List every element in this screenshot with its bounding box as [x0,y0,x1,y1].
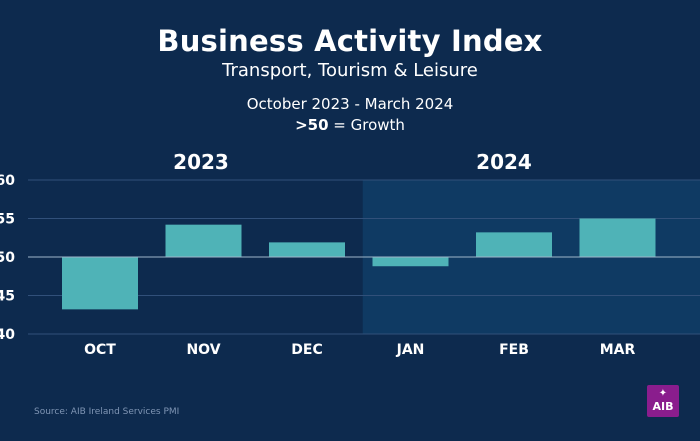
year-label-2023: 2023 [173,150,229,174]
bar-oct [62,257,138,310]
bar-dec [269,242,345,257]
y-tick-label-60: 60 [0,173,15,189]
source-note: Source: AIB Ireland Services PMI [34,407,180,417]
bar-feb [476,232,552,257]
logo-mark-icon: ✦ [658,388,668,399]
growth-note: >50 = Growth [0,116,700,134]
chart-title: Business Activity Index [157,24,543,58]
bar-mar [579,218,656,257]
y-tick-label-50: 50 [0,250,15,266]
period-label: October 2023 - March 2024 [246,95,454,113]
logo-text: AIB [652,400,674,413]
chart-subtitle: Transport, Tourism & Leisure [222,60,478,81]
bar-nov [165,224,242,257]
x-tick-label-jan: JAN [396,342,425,358]
growth-threshold: >50 [295,116,329,134]
year-label-2024: 2024 [476,150,532,174]
y-tick-label-40: 40 [0,327,15,343]
x-tick-label-oct: OCT [84,342,116,358]
growth-text: = Growth [328,116,405,134]
y-tick-label-45: 45 [0,289,15,305]
x-tick-label-dec: DEC [291,342,322,358]
y-tick-label-55: 55 [0,212,15,228]
bar-jan [372,257,449,267]
x-tick-label-feb: FEB [499,342,529,358]
x-tick-label-mar: MAR [600,342,636,358]
aib-logo: ✦ AIB [647,385,679,417]
x-tick-label-nov: NOV [186,342,220,358]
